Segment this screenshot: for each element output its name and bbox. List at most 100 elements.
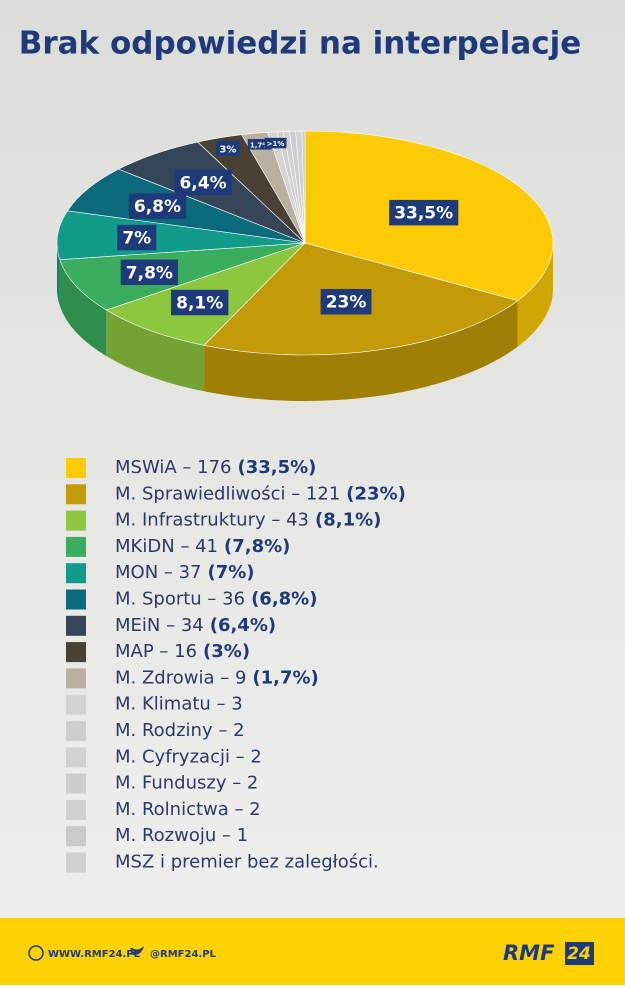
value-label-box: [216, 140, 240, 156]
legend-entry: M. Sportu – 36 (6,8%): [115, 589, 317, 610]
legend-label: M. Sportu – 36: [115, 589, 245, 610]
legend-percent: (7%): [208, 562, 255, 583]
value-label-group: 7,8%: [120, 259, 179, 286]
legend-swatch: [66, 589, 86, 610]
legend-swatch: [66, 694, 86, 715]
legend-label: M. Funduszy – 2: [115, 773, 258, 794]
pie: 33,5% 23% 8,1%7,8% 7% 6,8% 6,4% 3% 1,7%>1%: [56, 130, 554, 401]
legend-swatch: [66, 510, 86, 531]
legend-swatch: [66, 799, 86, 820]
legend-label: M. Rolnictwa – 2: [115, 799, 261, 820]
legend-entry: M. Rodziny – 2: [115, 720, 245, 741]
legend-swatch: [66, 852, 86, 873]
legend-label: M. Rozwoju – 1: [115, 825, 248, 846]
value-label: 7,8%: [126, 263, 173, 283]
legend-label: M. Infrastruktury – 43: [115, 510, 309, 531]
value-label: >1%: [267, 140, 285, 148]
value-label: 8,1%: [176, 293, 223, 313]
value-label-box: [389, 199, 459, 226]
value-label-box: [247, 139, 272, 150]
legend-label: M. Klimatu – 3: [115, 694, 243, 715]
legend-entry: M. Zdrowia – 9 (1,7%): [115, 667, 319, 688]
legend-entry: MAP – 16 (3%): [115, 641, 250, 662]
legend-label: MON – 37: [115, 562, 202, 583]
legend: MSWiA – 176 (33,5%) M. Sprawiedliwości – 1…: [66, 457, 406, 873]
value-label: 33,5%: [394, 204, 453, 224]
logo-badge-box: [565, 942, 594, 965]
value-label-group: 6,4%: [174, 169, 232, 196]
value-label-group: 33,5%: [389, 199, 459, 226]
legend-entry: M. Cyfryzacji – 2: [115, 746, 262, 767]
legend-percent: (6,4%): [210, 615, 276, 636]
legend-label: M. Cyfryzacji – 2: [115, 746, 262, 767]
legend-label: M. Sprawiedliwości – 121: [115, 483, 340, 504]
web-icon: [28, 945, 44, 961]
legend-entry: M. Infrastruktury – 43 (8,1%): [115, 510, 381, 531]
chart-title: Brak odpowiedzi na interpelacje: [19, 26, 582, 62]
value-label-box: [120, 259, 179, 286]
value-label: 6,8%: [134, 197, 181, 217]
value-label-group: >1%: [264, 137, 287, 149]
legend-label: MSWiA – 176: [115, 457, 231, 478]
legend-label: MAP – 16: [115, 641, 197, 662]
value-label-group: 3%: [216, 140, 240, 156]
value-label-group: 7%: [117, 224, 157, 251]
slice-side: [204, 300, 518, 401]
legend-note: MSZ i premier bez zaległości.: [115, 852, 379, 873]
legend-label: MKiDN – 41: [115, 536, 218, 557]
value-label-group: 23%: [320, 288, 372, 315]
value-label-box: [174, 169, 232, 196]
legend-entry: M. Klimatu – 3: [115, 694, 243, 715]
legend-percent: (3%): [203, 641, 250, 662]
value-label: 23%: [326, 293, 367, 313]
slice-side: [57, 243, 60, 306]
legend-percent: (8,1%): [315, 510, 381, 531]
slice: [66, 168, 306, 244]
value-label-group: 6,8%: [128, 193, 187, 219]
legend-percent: (23%): [346, 483, 406, 504]
legend-entry: M. Funduszy – 2: [115, 773, 258, 794]
legend-swatch: [66, 536, 86, 557]
slice-side: [59, 259, 107, 356]
slice: [301, 130, 306, 244]
value-label: 6,4%: [179, 173, 226, 193]
legend-percent: (6,8%): [251, 589, 317, 610]
value-label-box: [128, 193, 187, 219]
value-label-group: 8,1%: [171, 289, 229, 316]
website: WWW.RMF24.PL: [48, 949, 141, 960]
value-label: 3%: [219, 144, 236, 155]
legend-label: M. Rodziny – 2: [115, 720, 245, 741]
twitter: @RMF24.PL: [150, 949, 217, 960]
legend-entry: MSWiA – 176 (33,5%): [115, 457, 316, 478]
legend-entry: M. Rolnictwa – 2: [115, 799, 261, 820]
value-label-box: [117, 224, 157, 251]
legend-label: M. Zdrowia – 9: [115, 667, 246, 688]
legend-swatch: [66, 773, 86, 794]
value-label-group: 1,7%: [247, 139, 272, 150]
value-label-box: [264, 137, 287, 149]
value-label: 1,7%: [250, 141, 269, 149]
value-label-box: [171, 289, 229, 316]
legend-percent: (33,5%): [237, 457, 316, 478]
legend-swatch: [66, 668, 86, 689]
logo: RMF: [503, 941, 555, 965]
legend-entry: MEiN – 34 (6,4%): [115, 615, 276, 636]
logo-badge: 24: [567, 944, 591, 964]
legend-swatch: [66, 642, 86, 663]
slice-side: [517, 243, 553, 347]
slice-side: [106, 309, 205, 392]
twitter-icon: [129, 946, 144, 955]
legend-entry: MON – 37 (7%): [115, 562, 255, 583]
legend-swatch: [66, 721, 86, 741]
legend-swatch: [66, 826, 86, 847]
legend-percent: (7,8%): [224, 536, 290, 557]
legend-label: MEiN – 34: [115, 615, 204, 636]
value-label: 7%: [122, 229, 151, 249]
legend-entry: M. Rozwoju – 1: [115, 825, 248, 846]
legend-percent: (1,7%): [252, 667, 318, 688]
legend-entry: M. Sprawiedliwości – 121 (23%): [115, 483, 406, 504]
value-label-box: [320, 288, 372, 315]
legend-swatch: [66, 458, 86, 478]
legend-swatch: [66, 563, 86, 584]
